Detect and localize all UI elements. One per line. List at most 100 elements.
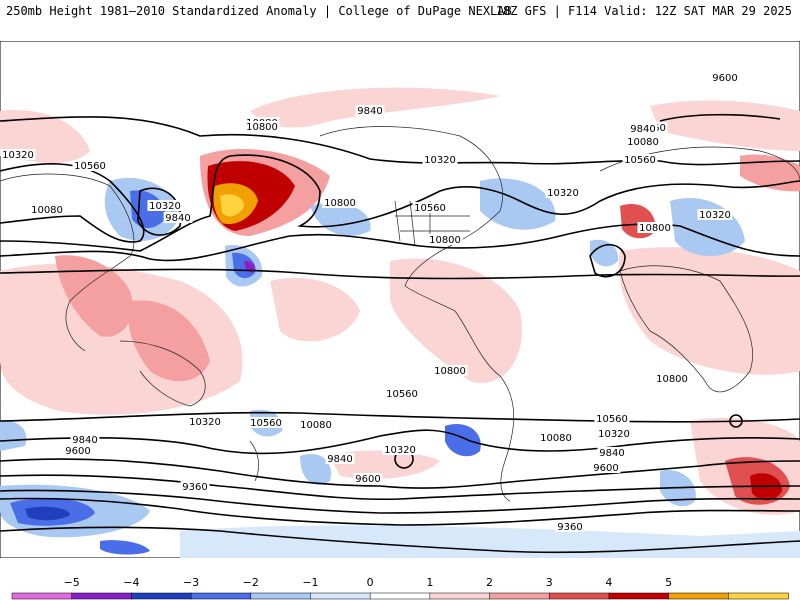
contour-label: 9600 <box>65 446 90 457</box>
contour-line <box>0 268 800 280</box>
positive-anomaly-region <box>270 277 360 342</box>
contour-label-bg <box>591 462 621 473</box>
color-scale-tick-label: 4 <box>605 576 612 589</box>
contour-line <box>0 163 145 243</box>
coastline <box>404 285 515 502</box>
contour-line <box>0 497 800 526</box>
coastline <box>319 126 503 287</box>
contour-label-bg <box>637 222 673 233</box>
contour-label: 10320 <box>2 150 34 161</box>
contour-label-bg <box>596 428 632 439</box>
positive-anomaly-region <box>740 154 800 192</box>
color-scale-segment <box>369 592 431 600</box>
coastline <box>119 340 206 407</box>
negative-anomaly-region <box>0 420 27 451</box>
contour-line <box>0 429 800 455</box>
contour-line <box>729 414 743 428</box>
contour-line <box>0 474 800 501</box>
contour-label-bg <box>628 123 658 134</box>
contour-line <box>0 116 800 166</box>
color-scale-segment <box>250 592 312 600</box>
contour-labels: 9600984010080103201056010800103201008098… <box>0 72 740 533</box>
color-scale-segment <box>429 592 491 600</box>
contour-label: 9840 <box>72 435 97 446</box>
contour-label: 10560 <box>386 389 418 400</box>
contour-label-bg <box>325 453 355 464</box>
positive-anomaly-region <box>220 194 245 217</box>
contour-label-bg <box>545 187 581 198</box>
color-scale-tick-label: −4 <box>123 576 139 589</box>
coastlines <box>0 126 800 502</box>
color-scale-ticks: −5 −4 −3 −2 −1 0 1 2 3 4 5 <box>64 576 673 589</box>
color-scale-segments <box>11 592 789 600</box>
color-scale-tick-label: 0 <box>367 576 374 589</box>
color-scale-tick-label: 1 <box>426 576 433 589</box>
contour-label: 10560 <box>74 161 106 172</box>
contour-label: 10560 <box>596 414 628 425</box>
contour-label-bg <box>355 105 385 116</box>
contour-label-bg <box>63 445 93 456</box>
map-title: 250mb Height 1981–2010 Standardized Anom… <box>6 4 512 18</box>
contour-label-bg <box>70 434 100 445</box>
contour-label: 9840 <box>327 454 352 465</box>
coastline <box>394 200 470 247</box>
coastline <box>0 173 135 352</box>
contour-label-bg <box>597 447 627 458</box>
contour-label: 10560 <box>414 203 446 214</box>
contour-label: 10320 <box>384 445 416 456</box>
contour-label-bg <box>147 200 183 211</box>
contour-line <box>0 458 800 489</box>
contour-line <box>659 113 781 122</box>
positive-anomaly-region <box>618 247 800 375</box>
height-contours <box>0 113 800 554</box>
color-scale-segment <box>11 592 73 600</box>
contour-label: 10320 <box>424 155 456 166</box>
contour-label: 10800 <box>324 198 356 209</box>
positive-anomaly-region <box>390 258 522 383</box>
contour-label: 9600 <box>355 474 380 485</box>
contour-label-bg <box>622 154 658 165</box>
contour-label: 10320 <box>547 188 579 199</box>
contour-line <box>0 223 800 262</box>
contour-label: 10320 <box>699 210 731 221</box>
contour-line <box>0 489 800 514</box>
contour-label-bg <box>625 136 661 147</box>
contour-label: 9840 <box>599 448 624 459</box>
contour-label-bg <box>0 149 36 160</box>
negative-anomaly-region <box>25 506 70 521</box>
negative-anomaly-region <box>480 178 556 230</box>
contour-label: 10080 <box>31 205 63 216</box>
color-scale-tick-label: 2 <box>486 576 493 589</box>
contour-line <box>589 243 626 278</box>
contour-label-bg <box>594 413 630 424</box>
contour-label-bg <box>710 72 740 83</box>
contour-label-bg <box>298 419 334 430</box>
contour-label: 9600 <box>712 73 737 84</box>
positive-anomaly-region <box>650 100 800 151</box>
coastline <box>619 265 754 393</box>
contour-label: 10080 <box>627 137 659 148</box>
contour-line <box>0 411 800 423</box>
color-scale-segment <box>310 592 371 600</box>
contour-line <box>0 154 800 252</box>
anomaly-map: 9600984010080103201056010800103201008098… <box>0 41 800 558</box>
contour-label-bg <box>538 432 574 443</box>
contour-label-bg <box>382 444 418 455</box>
contour-label-bg <box>72 160 108 171</box>
color-scale-tick-label: 3 <box>546 576 553 589</box>
color-scale-segment <box>71 592 133 600</box>
color-scale-tick-label: −2 <box>243 576 259 589</box>
contour-label-bg <box>29 204 65 215</box>
color-scale-segment <box>608 592 670 600</box>
contour-label: 10800 <box>429 235 461 246</box>
contour-label: 9360 <box>557 522 582 533</box>
contour-label-bg <box>163 212 193 223</box>
contour-label: 10800 <box>434 366 466 377</box>
color-scale: −5 −4 −3 −2 −1 0 1 2 3 4 5 <box>11 576 789 600</box>
contour-label-bg <box>248 417 284 428</box>
color-scale-segment <box>668 592 730 600</box>
contour-label-bg <box>427 234 463 245</box>
contour-label-bg <box>555 521 585 532</box>
contour-label-bg <box>180 481 210 492</box>
contour-label: 10560 <box>624 155 656 166</box>
